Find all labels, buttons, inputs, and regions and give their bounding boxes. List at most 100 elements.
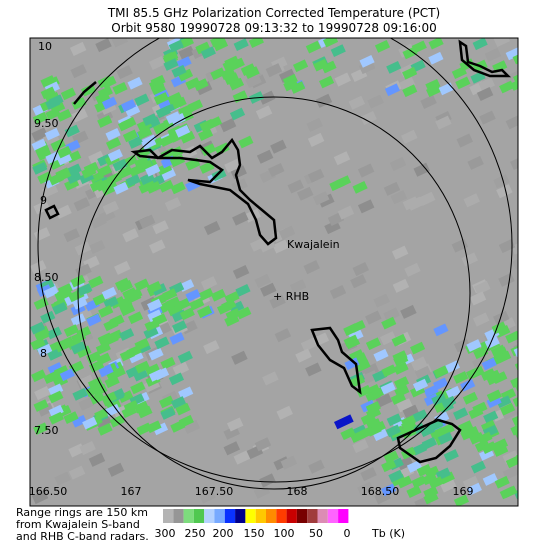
pixel <box>308 459 325 474</box>
pixel <box>120 99 137 112</box>
pixel <box>158 395 175 409</box>
colorbar-swatch <box>327 509 339 523</box>
lat-label: 10 <box>38 40 52 53</box>
pixel <box>226 417 244 432</box>
pixel <box>360 412 376 426</box>
pixel <box>254 437 272 452</box>
pixel <box>37 402 54 417</box>
pixel <box>356 384 372 398</box>
pixel <box>185 77 201 90</box>
pixel <box>397 475 413 489</box>
pixel <box>333 151 351 166</box>
pixel <box>88 150 105 165</box>
pixel <box>56 109 72 122</box>
pixel <box>170 420 186 433</box>
pixel <box>86 313 102 327</box>
pixel <box>390 190 408 205</box>
ujae-atoll <box>44 204 60 220</box>
pixel <box>81 165 97 179</box>
pixel <box>101 96 118 110</box>
pixel <box>97 75 113 89</box>
pixel <box>348 95 366 110</box>
pixel <box>474 439 491 453</box>
colorbar-unit: Tb (K) <box>371 527 405 540</box>
pixel <box>404 262 421 277</box>
pixel <box>383 181 401 196</box>
pixel <box>483 410 499 424</box>
pixel <box>470 460 486 474</box>
pixel <box>350 274 367 289</box>
pixel <box>349 349 365 362</box>
pixel <box>423 384 439 398</box>
pixel <box>420 94 437 109</box>
pixel <box>160 407 176 420</box>
pixel <box>224 291 240 305</box>
pixel <box>443 449 459 462</box>
pixel <box>162 288 178 301</box>
pixel <box>232 90 248 103</box>
pixel <box>33 297 49 310</box>
pixel <box>154 336 170 350</box>
pixel <box>70 341 86 355</box>
pixel <box>274 328 292 343</box>
lat-label: 9.50 <box>34 117 59 130</box>
pixel <box>148 136 164 150</box>
range-ring <box>37 38 513 483</box>
pixel <box>160 168 177 181</box>
colorbar-label: 50 <box>309 527 323 540</box>
pixel <box>37 343 53 357</box>
pixel <box>147 298 163 312</box>
pixel <box>163 50 179 64</box>
pixel <box>428 476 444 489</box>
pixel <box>36 284 53 298</box>
pixel <box>171 64 187 78</box>
pixel <box>78 396 95 411</box>
pixel <box>163 58 179 71</box>
pixel <box>225 308 241 321</box>
pixel <box>270 139 287 154</box>
pixel <box>101 286 117 300</box>
pixel <box>189 297 205 311</box>
lon-label: 168 <box>287 485 308 498</box>
pixel <box>440 478 457 493</box>
kwajalein-atoll <box>130 137 278 246</box>
pixel <box>433 365 449 379</box>
pixel <box>296 186 314 201</box>
colorbar-swatch <box>163 509 174 523</box>
pixel <box>476 86 494 102</box>
pixel <box>172 361 190 376</box>
pixel <box>357 481 374 496</box>
pixel <box>445 385 461 399</box>
pixel <box>55 204 72 219</box>
pixel <box>125 104 141 118</box>
pixel <box>127 287 143 301</box>
pixel <box>253 484 271 499</box>
pixel <box>203 340 220 355</box>
pixel <box>164 197 182 212</box>
pixel <box>31 127 48 142</box>
pixel <box>463 425 480 439</box>
pixel <box>71 97 87 110</box>
pixel <box>34 386 51 401</box>
pixel <box>180 130 196 144</box>
pixel <box>401 129 418 144</box>
north-atoll <box>458 39 512 78</box>
pixel <box>46 326 62 340</box>
lon-label: 166.50 <box>29 485 68 498</box>
pixel <box>97 153 113 167</box>
pixel <box>381 316 397 330</box>
pixel <box>127 311 144 325</box>
pixel <box>370 420 386 434</box>
pixel <box>315 93 333 108</box>
pixel <box>396 456 414 471</box>
pixel <box>176 56 192 69</box>
pixel <box>168 300 184 314</box>
pixel <box>290 81 306 94</box>
pixel <box>224 158 241 173</box>
pixel <box>398 76 416 91</box>
lat-label: 9 <box>40 194 47 207</box>
pixel <box>168 39 184 53</box>
pixel <box>138 214 156 229</box>
pixel <box>47 362 63 375</box>
pixel <box>171 96 187 110</box>
